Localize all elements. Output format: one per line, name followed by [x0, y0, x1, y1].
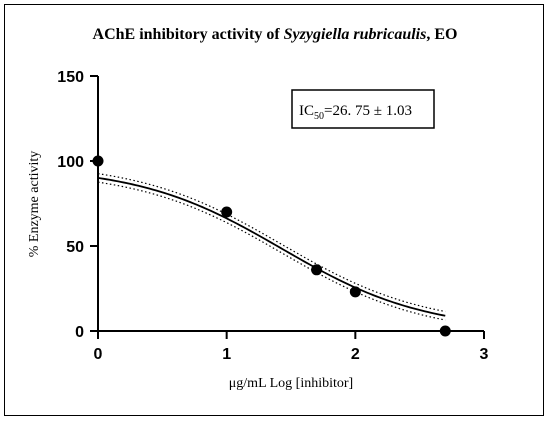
- y-tick-label: 0: [75, 324, 84, 341]
- x-tick-label: 3: [480, 346, 489, 363]
- chart-title-suffix: , EO: [426, 26, 458, 43]
- ic50-text: IC50=26. 75 ± 1.03: [299, 103, 412, 122]
- axes: [97, 76, 484, 332]
- x-axis-title: μg/mL Log [inhibitor]: [229, 376, 353, 391]
- data-point: [221, 206, 233, 218]
- ic50-subscript: 50: [314, 111, 324, 122]
- data-points: [92, 155, 451, 337]
- y-tick-label: 50: [66, 239, 84, 256]
- x-tick-label: 1: [222, 346, 231, 363]
- x-tick-label: 2: [351, 346, 360, 363]
- ticks: 0 50 100 150 0 1 2 3: [57, 69, 488, 363]
- fit-curve-line: [97, 177, 446, 317]
- y-tick-label: 150: [57, 69, 84, 86]
- figure-frame: [4, 4, 544, 416]
- ic50-value: =26. 75 ± 1.03: [324, 103, 412, 119]
- data-point: [349, 286, 361, 298]
- chart-title-prefix: AChE inhibitory activity of: [92, 26, 284, 43]
- fit-curves: [97, 173, 446, 321]
- ic50-box: [291, 89, 435, 129]
- chart-title-species: Syzygiella rubricaulis: [283, 26, 427, 43]
- confidence-band-upper: [97, 173, 446, 313]
- ic50-label: IC: [299, 103, 314, 119]
- data-point: [311, 264, 323, 276]
- confidence-band-lower: [97, 181, 446, 321]
- y-tick-label: 100: [57, 154, 84, 171]
- x-tick-label: 0: [94, 346, 103, 363]
- chart-title: AChE inhibitory activity of Syzygiella r…: [0, 26, 550, 44]
- y-axis-title: % Enzyme activity: [27, 151, 42, 258]
- ic50-annotation: IC50=26. 75 ± 1.03: [291, 89, 435, 129]
